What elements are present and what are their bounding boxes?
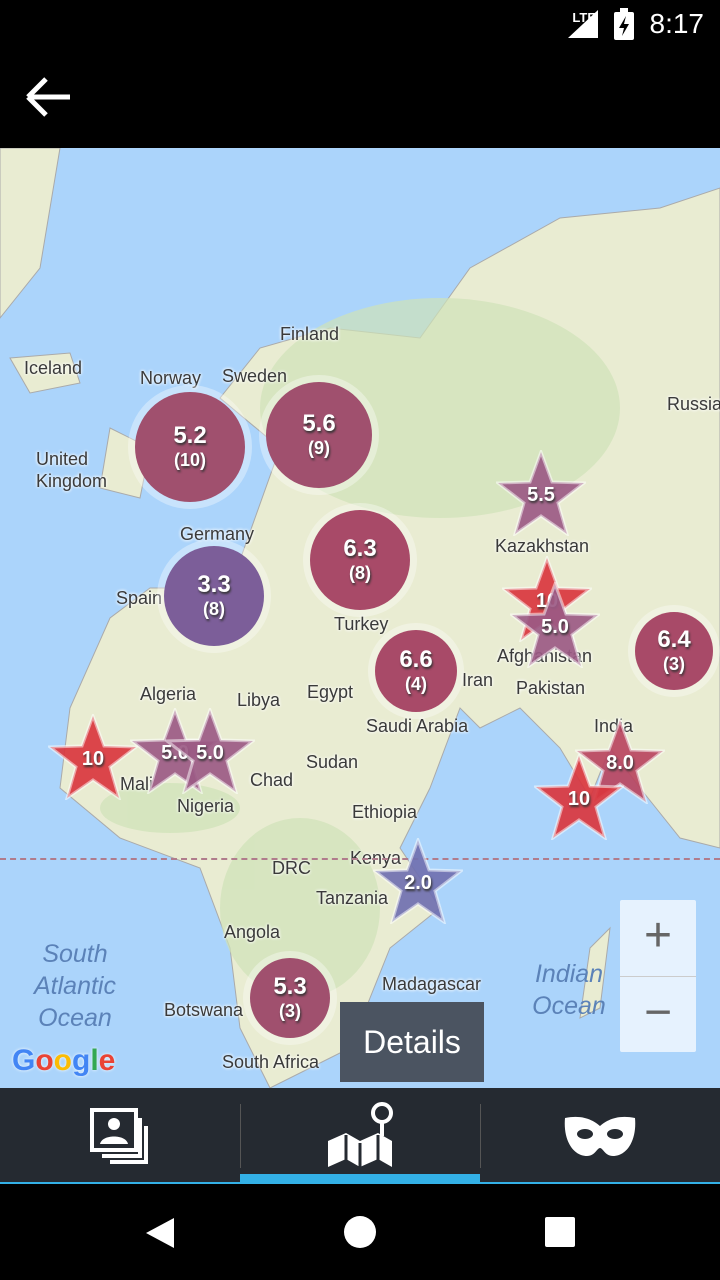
tab-photos[interactable] <box>0 1088 240 1184</box>
mask-icon <box>564 1116 636 1156</box>
cluster-marker[interactable]: 6.4 (3) <box>635 612 713 690</box>
country-label: Turkey <box>334 614 389 634</box>
battery-charging-icon <box>614 8 634 40</box>
star-marker[interactable]: 5.0 <box>507 579 603 670</box>
country-label: DRC <box>272 858 311 878</box>
recents-icon[interactable] <box>544 1216 576 1248</box>
country-label: Norway <box>140 368 202 388</box>
country-label: Sudan <box>306 752 359 772</box>
star-marker[interactable]: 5.5 <box>493 447 589 538</box>
cluster-marker[interactable]: 5.2 (10) <box>135 392 245 502</box>
country-label: Algeria <box>140 684 197 704</box>
cluster-marker[interactable]: 6.3 (8) <box>310 510 410 610</box>
cluster-marker[interactable]: 5.6 (9) <box>266 382 372 488</box>
country-label: Libya <box>237 690 281 710</box>
zoom-controls: + − <box>620 900 696 1052</box>
tab-map[interactable] <box>240 1088 480 1184</box>
equator-line <box>0 858 720 860</box>
country-label: Iceland <box>24 358 83 378</box>
system-nav-bar <box>0 1184 720 1280</box>
app-bar <box>0 48 720 148</box>
cluster-marker[interactable]: 3.3 (8) <box>164 546 264 646</box>
country-label: Russia <box>667 394 720 414</box>
map-icon <box>328 1102 393 1171</box>
star-marker[interactable]: 10 <box>531 751 627 842</box>
country-label: Madagascar <box>382 974 482 994</box>
photos-icon <box>90 1108 148 1164</box>
tab-mask[interactable] <box>480 1088 720 1184</box>
clock: 8:17 <box>649 8 705 39</box>
bottom-tabs <box>0 1088 720 1184</box>
country-label: United Kingdom <box>36 449 108 491</box>
country-label: Kazakhstan <box>495 536 590 556</box>
country-label: Spain <box>116 588 163 608</box>
star-marker[interactable]: 10 <box>45 711 141 802</box>
country-label: Angola <box>224 922 281 942</box>
cluster-marker[interactable]: 6.6 (4) <box>375 630 457 712</box>
country-label: Pakistan <box>516 678 586 698</box>
tab-divider <box>480 1104 481 1168</box>
ocean-label: South Atlantic Ocean <box>34 940 116 1032</box>
cluster-marker[interactable]: 5.3 (3) <box>250 958 330 1038</box>
country-label: Tanzania <box>316 888 389 908</box>
country-label: Botswana <box>164 1000 244 1020</box>
country-label: Mali <box>120 774 154 794</box>
country-label: Iran <box>462 670 494 690</box>
zoom-out-button[interactable]: − <box>620 976 696 1052</box>
tab-divider <box>240 1104 241 1168</box>
zoom-in-button[interactable]: + <box>643 909 673 962</box>
status-bar: LTE 8:17 <box>0 0 720 48</box>
country-label: South Africa <box>222 1052 320 1072</box>
country-label: Egypt <box>307 682 354 702</box>
home-icon[interactable] <box>342 1214 378 1250</box>
star-marker[interactable]: 2.0 <box>370 835 466 926</box>
details-button[interactable]: Details <box>340 1002 484 1082</box>
country-label: Chad <box>250 770 294 790</box>
google-logo: Google <box>12 1044 116 1077</box>
country-label: Nigeria <box>177 796 235 816</box>
arrow-left-icon[interactable] <box>22 72 76 122</box>
country-label: Finland <box>280 324 340 344</box>
star-marker[interactable]: 5.0 <box>162 705 258 796</box>
star-marker[interactable]: 8.0 <box>572 715 668 806</box>
tab-underline <box>0 1182 720 1184</box>
back-icon[interactable] <box>144 1216 176 1250</box>
country-label: Saudi Arabia <box>366 716 469 736</box>
ocean-label: Indian Ocean <box>532 960 606 1020</box>
country-label: Sweden <box>222 366 288 386</box>
signal-icon <box>568 10 598 38</box>
country-label: Ethiopia <box>352 802 418 822</box>
map-view[interactable]: Iceland Finland Sweden Norway United Kin… <box>0 148 720 1088</box>
country-label: Germany <box>180 524 255 544</box>
